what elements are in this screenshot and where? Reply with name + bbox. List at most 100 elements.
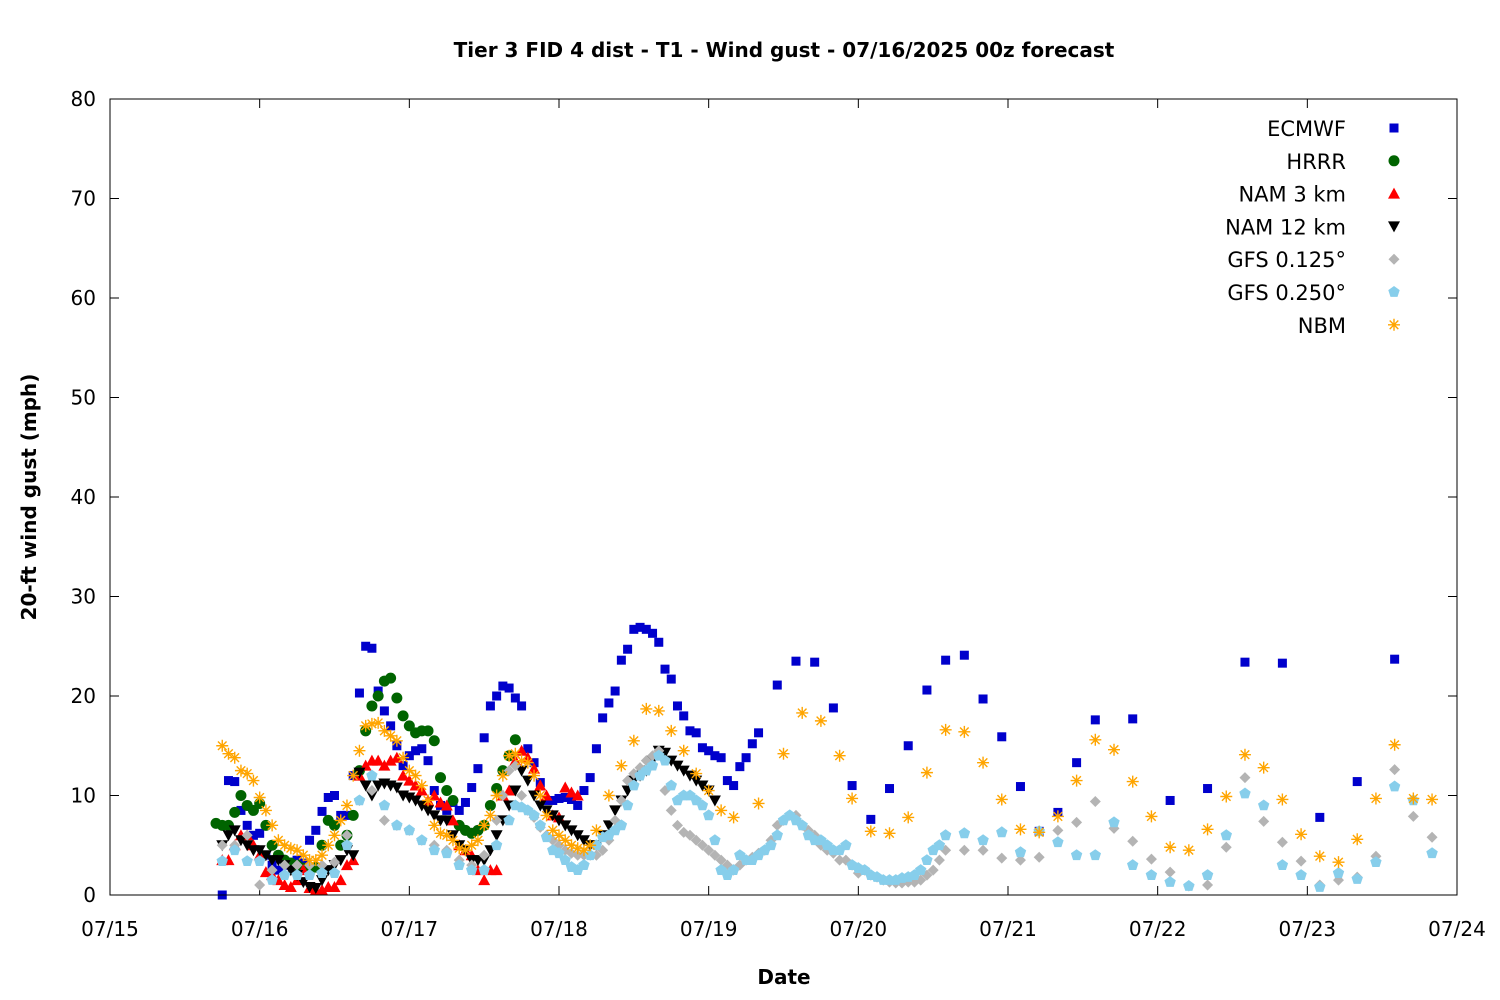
nam-3-km-point (397, 769, 410, 781)
y-tick-label: 60 (71, 286, 96, 310)
ecmwf-point (772, 680, 782, 690)
gfs-0-250-point (366, 769, 378, 781)
ecmwf-point (847, 781, 857, 791)
nbm-point (1033, 826, 1046, 839)
nam-12-km-point (571, 830, 584, 842)
nbm-point (1351, 833, 1364, 846)
ecmwf-point (548, 795, 558, 805)
ecmwf-point (242, 820, 252, 830)
gfs-0-250-point (584, 849, 596, 861)
plot-area-frame (109, 98, 1458, 896)
gfs-0-125-point (958, 844, 970, 856)
nbm-point (584, 839, 597, 852)
nbm-point (384, 729, 397, 742)
ecmwf-point (386, 721, 396, 731)
gfs-0-250-point (1314, 881, 1326, 892)
nbm-point (546, 824, 559, 837)
nam-12-km-point (322, 865, 335, 877)
nam-12-km-point (696, 780, 709, 792)
gfs-0-250-point (615, 819, 628, 831)
gfs-0-125-point (933, 854, 945, 866)
gfs-0-125-point (1033, 851, 1045, 863)
nbm-point (1407, 792, 1420, 805)
gfs-0-125-point (1407, 810, 1419, 822)
nam-3-km-point (340, 859, 353, 871)
gfs-0-125-point (665, 804, 677, 816)
nbm-point (1089, 733, 1102, 746)
nbm-point (677, 744, 690, 757)
ecmwf-point (1165, 795, 1175, 805)
nbm-point (496, 769, 509, 782)
ecmwf-point (330, 791, 339, 800)
gfs-0-125-point (572, 849, 584, 861)
gfs-0-125-point (1071, 816, 1083, 828)
gfs-0-250-point (553, 847, 565, 859)
nbm-point (1051, 810, 1064, 823)
ecmwf-point (566, 794, 576, 804)
series-gfs-0-250 (216, 749, 1438, 892)
nbm-point (228, 751, 241, 764)
ecmwf-point (554, 793, 564, 803)
gfs-0-250-point (403, 824, 415, 836)
ecmwf-point (248, 830, 258, 840)
x-tick-label: 07/17 (381, 917, 439, 941)
gfs-0-250-point (1201, 869, 1214, 880)
ecmwf-point (959, 650, 969, 660)
nam-12-km-point (390, 782, 403, 794)
nam-12-km-point (234, 835, 247, 847)
gfs-0-250-point (933, 839, 946, 851)
nbm-point (328, 829, 341, 842)
ecmwf-point (866, 814, 876, 824)
nam-3-km-point (490, 864, 503, 876)
nam-3-km-point (503, 784, 516, 796)
ecmwf-point (629, 624, 639, 634)
nbm-point (415, 779, 428, 792)
nbm-point (1295, 828, 1308, 841)
nam-3-km-point (334, 874, 347, 886)
gfs-0-125-point (690, 834, 702, 846)
ecmwf-point (1277, 658, 1287, 668)
x-tick-label: 07/23 (1279, 917, 1337, 941)
gfs-0-125-point (241, 829, 253, 841)
ecmwf-point (367, 643, 377, 653)
gfs-0-125-point (1220, 841, 1232, 853)
ecmwf-point (616, 655, 626, 665)
nam-3-km-point (534, 779, 547, 791)
nbm-point (259, 804, 272, 817)
nbm-point (1426, 793, 1439, 806)
nam-12-km-point (422, 805, 435, 817)
ecmwf-point (492, 691, 502, 701)
nbm-point (515, 754, 528, 767)
nam-3-km-point (316, 884, 329, 896)
nbm-point (977, 756, 990, 769)
nbm-point (278, 839, 291, 852)
nbm-point (372, 716, 385, 729)
gfs-0-125-point (1295, 855, 1307, 867)
nbm-point (1201, 823, 1214, 836)
ecmwf-point (573, 800, 583, 810)
ecmwf-point (810, 657, 820, 667)
x-axis-label: Date (757, 965, 810, 989)
gfs-0-250-point (534, 819, 546, 831)
nbm-point (446, 834, 459, 847)
hrrr-point (391, 692, 403, 704)
y-tick-label: 50 (71, 386, 96, 410)
nbm-point (1220, 790, 1233, 803)
ecmwf-point (467, 783, 477, 793)
nam-12-km-point (690, 775, 703, 787)
y-tick-label: 80 (71, 87, 96, 111)
ecmwf-point (323, 792, 333, 802)
ecmwf-point (1128, 714, 1138, 724)
y-tick-label: 30 (71, 585, 96, 609)
ecmwf-point (679, 711, 689, 721)
ecmwf-point (1090, 715, 1100, 725)
gfs-0-250-point (921, 854, 933, 865)
ecmwf-point (579, 786, 589, 796)
ecmwf-point (710, 751, 720, 761)
ecmwf-point (672, 701, 682, 711)
gfs-0-125-point (977, 844, 989, 856)
nbm-point (322, 839, 335, 852)
nbm-point (602, 789, 615, 802)
nam-12-km-point (259, 850, 272, 862)
ecmwf-point (1072, 758, 1082, 768)
